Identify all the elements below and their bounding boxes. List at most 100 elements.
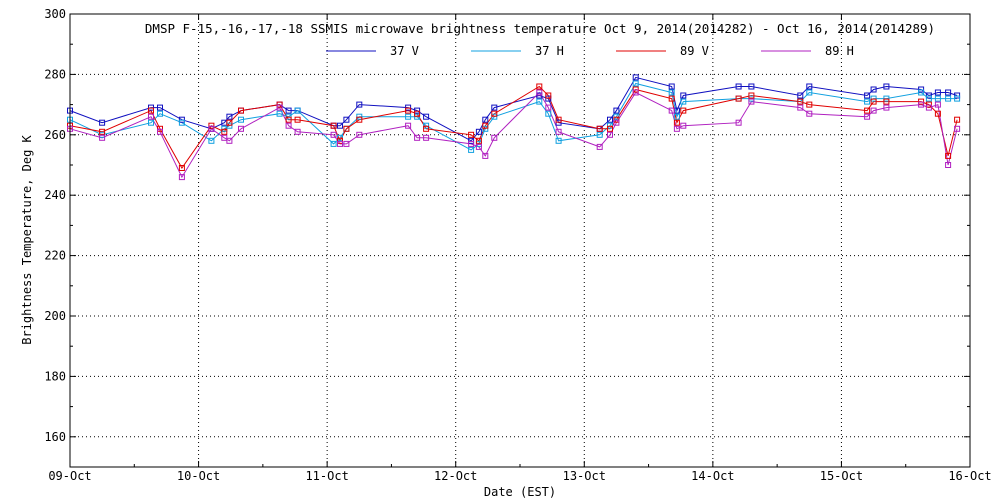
data-point-37-h <box>555 137 562 144</box>
data-point-89-h <box>99 134 106 141</box>
data-point-37-h <box>468 146 475 153</box>
data-point-37-h <box>330 140 337 147</box>
data-point-89-v <box>330 122 337 129</box>
data-point-89-v <box>337 137 343 144</box>
data-point-37-h <box>148 119 154 126</box>
data-point-89-v <box>864 107 871 114</box>
data-point-89-h <box>673 125 680 132</box>
data-point-89-h <box>208 125 215 132</box>
data-point-89-h <box>475 143 482 150</box>
data-point-37-v <box>945 89 952 96</box>
data-point-89-h <box>613 119 620 126</box>
data-point-37-v <box>735 83 742 90</box>
y-tick-label: 260 <box>44 128 66 142</box>
data-point-89-v <box>208 122 215 129</box>
data-point-37-v <box>226 113 233 120</box>
data-point-89-v <box>735 95 742 102</box>
data-point-89-v <box>343 125 350 132</box>
data-point-37-v <box>343 116 350 123</box>
data-point-89-h <box>596 143 603 150</box>
data-point-89-h <box>337 140 343 147</box>
data-point-89-v <box>545 92 552 99</box>
y-tick-label: 180 <box>44 369 66 383</box>
data-point-89-h <box>178 174 185 181</box>
data-point-37-v <box>545 95 552 102</box>
data-point-89-h <box>883 104 890 111</box>
legend: 37 V 37 H 89 V 89 H <box>326 44 854 58</box>
legend-label-89-v: 89 V <box>680 44 709 58</box>
x-tick-label: 12-Oct <box>434 469 477 483</box>
data-point-37-h <box>238 116 244 123</box>
data-point-89-h <box>226 137 233 144</box>
data-point-37-h <box>680 98 687 105</box>
y-tick-label: 280 <box>44 67 66 81</box>
data-point-89-h <box>918 101 925 108</box>
data-point-89-h <box>285 122 292 129</box>
data-point-37-v <box>954 92 961 99</box>
data-point-89-h <box>405 122 412 129</box>
data-point-89-h <box>356 131 363 138</box>
data-point-37-h <box>157 110 163 117</box>
data-point-89-v <box>468 131 475 138</box>
data-point-89-v <box>148 107 154 114</box>
data-point-37-h <box>806 89 813 96</box>
data-point-89-v <box>870 98 877 105</box>
data-point-37-h <box>294 107 301 114</box>
data-point-37-h <box>864 98 871 105</box>
data-point-89-v <box>356 116 363 123</box>
data-point-89-v <box>596 125 603 132</box>
data-point-89-h <box>864 113 871 120</box>
data-point-37-v <box>99 119 106 126</box>
data-point-89-v <box>945 152 952 159</box>
data-point-89-v <box>423 125 430 132</box>
data-point-37-h <box>536 98 543 105</box>
x-tick-label: 10-Oct <box>177 469 220 483</box>
x-tick-label: 16-Oct <box>948 469 991 483</box>
data-point-89-h <box>806 110 813 117</box>
data-point-89-v <box>475 137 482 144</box>
data-point-37-v <box>668 83 675 90</box>
data-point-37-h <box>405 113 412 120</box>
data-point-37-h <box>423 122 430 129</box>
data-point-89-v <box>668 95 675 102</box>
data-point-89-v <box>405 107 412 114</box>
data-point-89-v <box>680 107 687 114</box>
data-point-89-v <box>536 83 543 90</box>
data-point-37-h <box>178 119 185 126</box>
data-point-89-v <box>806 101 813 108</box>
data-point-89-v <box>414 110 421 117</box>
data-point-89-v <box>226 119 233 126</box>
y-tick-label: 160 <box>44 430 66 444</box>
data-point-89-h <box>748 98 755 105</box>
data-point-89-h <box>870 107 877 114</box>
data-point-37-v <box>285 107 292 114</box>
data-point-37-v <box>414 107 421 114</box>
data-point-89-h <box>934 101 941 108</box>
data-point-89-v <box>482 122 489 129</box>
data-point-37-h <box>934 95 941 102</box>
y-tick-label: 200 <box>44 309 66 323</box>
data-point-89-h <box>680 122 687 129</box>
data-point-37-v <box>482 116 489 123</box>
data-point-37-h <box>945 95 952 102</box>
data-point-37-h <box>276 110 283 117</box>
series-line-89-h <box>69 91 958 179</box>
data-point-89-h <box>797 104 804 111</box>
data-point-37-v <box>157 104 163 111</box>
data-point-37-h <box>607 122 613 129</box>
data-point-89-h <box>238 125 244 132</box>
data-point-89-v <box>934 110 941 117</box>
data-point-37-v <box>337 122 343 129</box>
y-tick-label: 240 <box>44 188 66 202</box>
data-point-89-h <box>294 128 301 135</box>
data-point-89-h <box>536 89 543 96</box>
data-point-37-h <box>545 110 552 117</box>
x-tick-label: 14-Oct <box>691 469 734 483</box>
data-point-89-v <box>954 116 961 123</box>
x-tick-label: 15-Oct <box>820 469 863 483</box>
x-tick-label: 09-Oct <box>48 469 91 483</box>
data-point-89-v <box>797 98 804 105</box>
data-point-89-h <box>468 140 475 147</box>
data-point-37-v <box>864 92 871 99</box>
data-point-89-h <box>945 162 952 168</box>
